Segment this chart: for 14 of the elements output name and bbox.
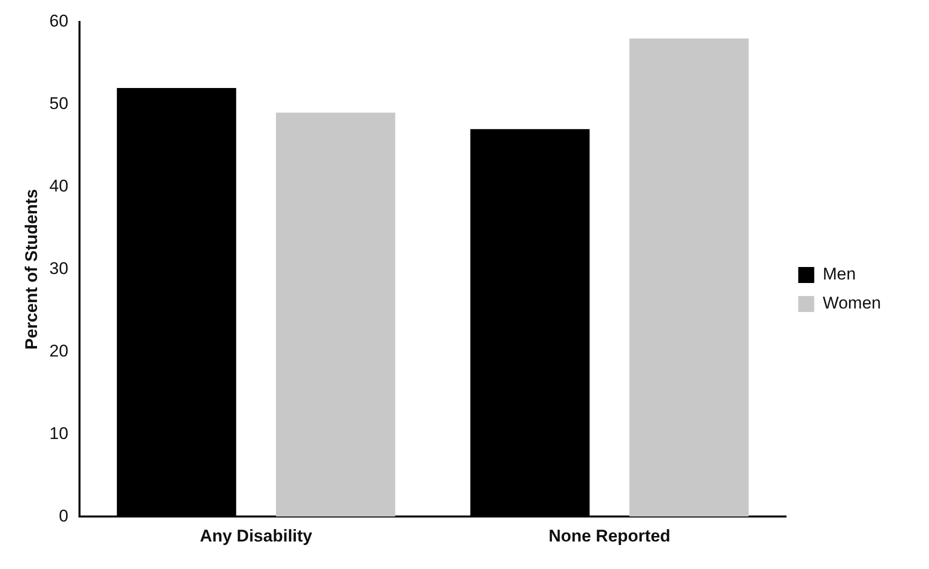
bar: [276, 112, 396, 517]
legend-label: Women: [822, 294, 881, 313]
x-tick-label: Any Disability: [200, 526, 313, 546]
y-tick-label: 20: [49, 341, 68, 360]
y-tick-label: 40: [49, 176, 68, 196]
y-tick-label: 0: [58, 506, 68, 526]
y-axis-title: Percent of Students: [22, 189, 41, 350]
y-tick-label: 30: [49, 258, 68, 278]
legend-label: Men: [822, 264, 856, 284]
x-tick-label: None Reported: [548, 526, 670, 546]
y-tick-label: 50: [49, 94, 68, 114]
bar: [629, 38, 749, 517]
y-tick-label: 60: [49, 12, 68, 31]
y-tick-label: 10: [49, 424, 68, 443]
